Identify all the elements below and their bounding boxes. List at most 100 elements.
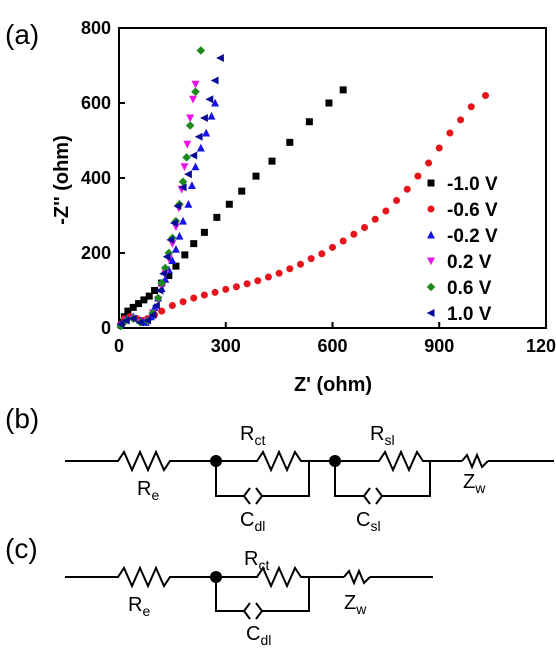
legend-marker <box>427 230 435 239</box>
data-point <box>202 128 211 137</box>
data-point <box>243 280 251 288</box>
data-point <box>200 291 208 299</box>
data-point <box>185 121 195 130</box>
data-point <box>205 95 214 104</box>
data-point <box>196 143 205 152</box>
panel-label-c: (c) <box>5 533 38 564</box>
data-point <box>148 310 157 319</box>
label-zw-b: Zw <box>463 471 486 496</box>
data-point <box>184 170 192 179</box>
capacitor-csl-b <box>362 487 384 505</box>
data-point <box>339 86 347 94</box>
node-c-1 <box>210 571 222 583</box>
data-point <box>191 80 200 89</box>
data-point <box>210 76 219 85</box>
data-point <box>169 219 178 227</box>
data-point <box>151 287 159 294</box>
legend-label: 1.0 V <box>447 304 492 325</box>
circuit-c-cdl-branch <box>215 577 244 612</box>
data-point <box>435 144 443 152</box>
legend-marker <box>427 179 435 187</box>
data-point <box>173 202 182 211</box>
legend-label: -1.0 V <box>447 174 498 195</box>
circuit-c-main-wire <box>65 565 344 589</box>
data-point <box>414 172 422 180</box>
data-point <box>178 177 188 187</box>
label-re-c: Re <box>128 594 150 619</box>
data-point <box>196 46 206 55</box>
data-point <box>268 157 276 165</box>
data-point <box>168 240 177 248</box>
y-tick-label: 200 <box>81 243 111 263</box>
data-point <box>232 283 240 291</box>
panel-label-b: (b) <box>5 403 39 434</box>
capacitor-cdl-b <box>242 487 264 505</box>
data-point <box>179 216 188 225</box>
legend-marker <box>426 309 435 317</box>
data-point <box>182 153 191 162</box>
data-point <box>135 300 143 308</box>
data-point <box>168 256 177 264</box>
data-point <box>216 54 224 62</box>
data-point <box>178 183 187 192</box>
label-cdl-b: Cdl <box>240 509 265 534</box>
data-point <box>329 243 336 251</box>
label-rct-b: Rct <box>240 423 265 448</box>
y-tick-label: 600 <box>81 93 111 113</box>
data-point <box>211 288 219 296</box>
data-point <box>159 269 167 278</box>
data-point <box>175 231 184 240</box>
circuit-b-csl-branch-right <box>382 461 431 497</box>
data-point <box>207 111 216 120</box>
data-point <box>180 163 189 172</box>
circuit-b <box>65 449 554 505</box>
legend-marker <box>427 205 435 213</box>
legend-label: -0.6 V <box>447 200 498 221</box>
data-point <box>318 250 326 258</box>
label-zw-c: Zw <box>344 592 367 617</box>
x-tick-label: 0 <box>114 336 124 356</box>
data-point <box>171 223 180 232</box>
data-point <box>194 132 203 141</box>
data-point <box>145 292 153 300</box>
data-point <box>307 255 315 263</box>
data-point <box>143 316 151 325</box>
data-point <box>200 228 208 236</box>
label-re-b: Re <box>137 478 159 503</box>
legend-marker <box>427 257 435 266</box>
data-point <box>129 303 137 311</box>
data-point <box>168 302 176 309</box>
legend-label: 0.2 V <box>447 252 492 273</box>
data-point <box>128 314 137 323</box>
data-point <box>238 187 246 195</box>
data-point <box>171 244 180 253</box>
node-b-1 <box>210 455 222 467</box>
data-point <box>189 151 198 160</box>
label-csl-b: Csl <box>356 509 381 534</box>
circuit-b-main-wire <box>65 449 462 473</box>
data-point <box>189 95 198 104</box>
data-point <box>164 248 174 258</box>
data-point <box>296 260 304 268</box>
data-point <box>153 293 163 303</box>
data-point <box>191 87 200 97</box>
data-point <box>325 99 333 107</box>
data-point <box>467 103 475 111</box>
circuit-b-csl-branch <box>334 461 364 497</box>
label-rct-c: Rct <box>244 548 269 573</box>
data-point <box>179 298 187 306</box>
data-point <box>121 316 130 325</box>
data-point <box>350 230 358 238</box>
label-rsl-b: Rsl <box>370 423 395 448</box>
x-tick-label: 300 <box>211 336 241 356</box>
data-point <box>254 277 262 285</box>
data-point <box>165 272 173 279</box>
data-point <box>184 199 193 208</box>
legend-label: -0.2 V <box>447 226 498 247</box>
panel-label-a: (a) <box>5 19 39 50</box>
data-point <box>275 269 283 277</box>
y-tick-label: 800 <box>81 18 111 38</box>
legend-marker <box>426 282 436 292</box>
